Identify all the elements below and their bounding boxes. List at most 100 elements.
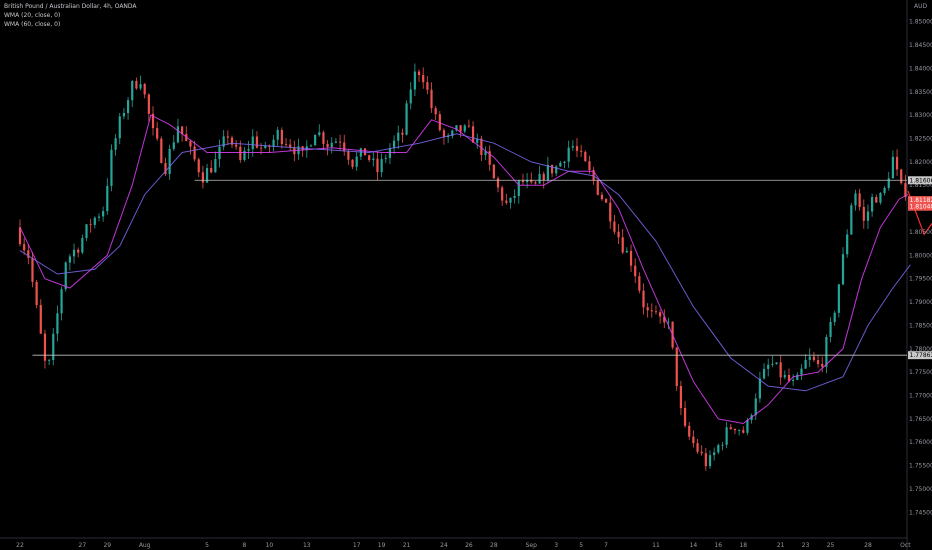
candle-body	[122, 113, 126, 117]
x-tick-label: 21	[777, 542, 785, 549]
candle-body	[650, 310, 653, 312]
candle-body	[81, 238, 84, 253]
candle-body	[393, 140, 396, 148]
candle-body	[413, 71, 416, 90]
candle-body	[97, 216, 101, 218]
candle-body	[762, 368, 766, 379]
candle-body	[895, 156, 899, 170]
x-tick-label: 16	[714, 542, 722, 549]
candle-body	[106, 185, 109, 212]
candle-body	[85, 224, 88, 239]
candle-body	[284, 144, 288, 145]
wma60-line	[19, 133, 911, 392]
candle-body	[355, 156, 358, 167]
candle-body	[837, 284, 840, 313]
currency-label: AUD	[914, 3, 927, 10]
time-axis[interactable]: 22 27 29 Aug 5 8 10 13 17 19 21 24 26 28 Sep 3 5 7 11 14 16 1…	[16, 542, 932, 549]
candle-body	[858, 193, 861, 207]
candle-body	[35, 281, 38, 306]
price-tag: 1.81606	[908, 176, 932, 185]
candle-body	[147, 94, 150, 114]
candle-body	[509, 197, 512, 203]
chart-legend: British Pound / Australian Dollar, 4h, O…	[4, 2, 137, 29]
candle-body	[214, 159, 217, 173]
projection-arrow[interactable]	[907, 190, 932, 258]
candle-body	[480, 138, 483, 155]
candle-body	[47, 359, 51, 361]
candle-body	[459, 125, 462, 132]
candle-body	[746, 419, 749, 433]
grid	[0, 0, 908, 550]
candle-body	[642, 290, 645, 308]
y-tick-label: 1.75500	[909, 463, 932, 470]
candle-body	[688, 425, 691, 437]
y-tick-label: 1.81500	[909, 182, 932, 189]
y-tick-label: 1.79500	[909, 276, 932, 283]
wma60-legend[interactable]: WMA (60, close, 0)	[4, 21, 61, 28]
candle-body	[197, 159, 200, 173]
candle-body	[584, 151, 587, 162]
candle-body	[883, 187, 886, 194]
candle-body	[205, 168, 209, 183]
candle-body	[758, 378, 761, 399]
candle-body	[222, 136, 225, 147]
x-tick-label: 18	[739, 542, 747, 549]
candle-body	[783, 375, 786, 378]
candle-body	[492, 164, 495, 179]
candle-body	[792, 379, 795, 381]
y-tick-label: 1.84500	[909, 42, 932, 49]
x-tick-label: 10	[266, 542, 274, 549]
candle-body	[871, 197, 874, 212]
candle-body	[567, 147, 570, 162]
price-axis[interactable]: 1.84500 1.84000 1.83500 1.83000 1.82500 1.820…	[909, 3, 932, 516]
price-tag-label: 1.77863	[910, 352, 932, 359]
candle-body	[426, 82, 429, 90]
wma20-legend[interactable]: WMA (20, close, 0)	[4, 12, 61, 19]
x-tick-label: Oct	[900, 542, 911, 549]
candle-body	[471, 126, 475, 143]
candle-body	[729, 427, 732, 429]
candle-body	[268, 145, 271, 148]
support-resistance-lines[interactable]	[32, 179, 907, 356]
candle-body	[796, 374, 799, 380]
candle-body	[804, 359, 807, 369]
candle-body	[251, 136, 254, 150]
candle-body	[23, 244, 26, 251]
candle-body	[401, 132, 404, 135]
candle-body	[102, 211, 105, 217]
candle-body	[850, 205, 853, 235]
candle-body	[417, 71, 421, 76]
candle-body	[891, 156, 894, 179]
wma20-line	[19, 114, 909, 425]
candle-body	[289, 144, 292, 148]
candle-body	[43, 333, 47, 361]
candle-body	[754, 398, 757, 416]
candlesticks	[18, 63, 907, 471]
candle-body	[264, 145, 267, 148]
x-tick-label: 23	[802, 542, 810, 549]
candle-body	[451, 130, 454, 137]
candle-body	[255, 136, 259, 148]
candle-body	[172, 142, 175, 149]
candle-body	[496, 178, 500, 188]
candle-body	[447, 136, 450, 138]
candle-body	[484, 151, 487, 155]
candle-body	[841, 254, 845, 285]
price-tag-label: 1.81182	[910, 197, 932, 204]
candle-body	[210, 168, 213, 173]
candle-body	[334, 141, 338, 143]
x-tick-label: 25	[827, 542, 835, 549]
candle-body	[775, 362, 778, 364]
candle-body	[156, 128, 159, 139]
candle-body	[77, 249, 80, 253]
candle-body	[309, 145, 313, 147]
y-tick-label: 1.74500	[909, 509, 932, 516]
candle-body	[808, 356, 811, 360]
candle-body	[143, 84, 146, 95]
x-tick-label: 24	[440, 542, 448, 549]
price-tag-bg	[908, 202, 932, 211]
candle-body	[521, 180, 525, 183]
candle-body	[692, 436, 695, 444]
symbol-title[interactable]: British Pound / Australian Dollar, 4h, O…	[4, 3, 137, 10]
